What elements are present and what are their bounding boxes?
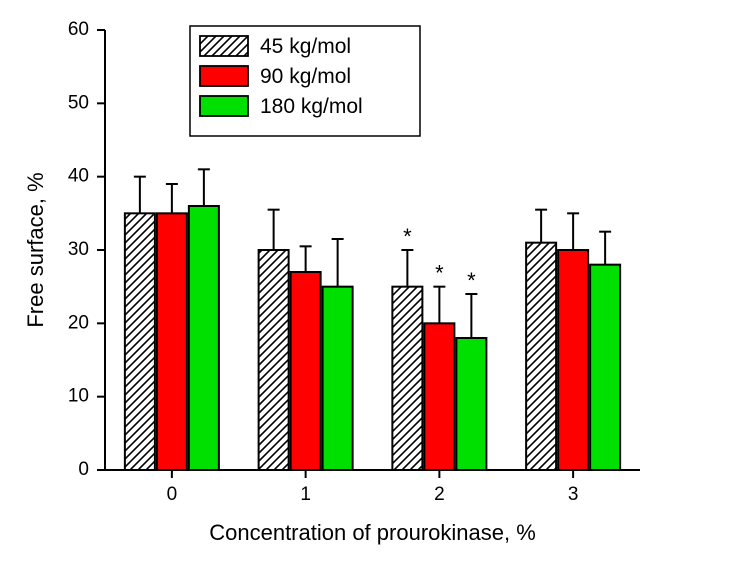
- svg-text:3: 3: [568, 484, 579, 505]
- y-axis-label: Free surface, %: [23, 172, 48, 327]
- legend-swatch: [200, 36, 248, 56]
- bar: [259, 250, 289, 470]
- svg-text:10: 10: [68, 386, 89, 407]
- bar: [558, 250, 588, 470]
- bar: [291, 272, 321, 470]
- svg-text:40: 40: [68, 166, 89, 187]
- bar: [392, 287, 422, 470]
- bar: [157, 213, 187, 470]
- svg-text:0: 0: [78, 459, 89, 480]
- legend-swatch: [200, 96, 248, 116]
- svg-text:1: 1: [300, 484, 311, 505]
- legend-label: 45 kg/mol: [260, 35, 351, 58]
- chart-container: 0 10 20 30 40 50 60 0 1 2 * * * 3 Free surface, % Conce…: [0, 0, 743, 574]
- legend-label: 180 kg/mol: [260, 95, 363, 118]
- legend: 45 kg/mol 90 kg/mol 180 kg/mol: [190, 26, 420, 136]
- svg-text:20: 20: [68, 312, 89, 333]
- significance-marker: *: [467, 268, 476, 293]
- bar: [323, 287, 353, 470]
- svg-text:50: 50: [68, 92, 89, 113]
- legend-swatch: [200, 66, 248, 86]
- significance-marker: *: [435, 261, 444, 286]
- bar: [526, 243, 556, 470]
- svg-text:30: 30: [68, 239, 89, 260]
- svg-text:60: 60: [68, 19, 89, 40]
- significance-marker: *: [403, 224, 412, 249]
- svg-text:0: 0: [167, 484, 178, 505]
- bar-chart: 0 10 20 30 40 50 60 0 1 2 * * * 3 Free surface, % Conce…: [0, 0, 743, 574]
- bar: [590, 265, 620, 470]
- svg-text:2: 2: [434, 484, 445, 505]
- bar: [424, 323, 454, 470]
- bar: [456, 338, 486, 470]
- legend-label: 90 kg/mol: [260, 65, 351, 88]
- bar: [189, 206, 219, 470]
- x-axis-label: Concentration of prourokinase, %: [209, 520, 536, 545]
- bar: [125, 213, 155, 470]
